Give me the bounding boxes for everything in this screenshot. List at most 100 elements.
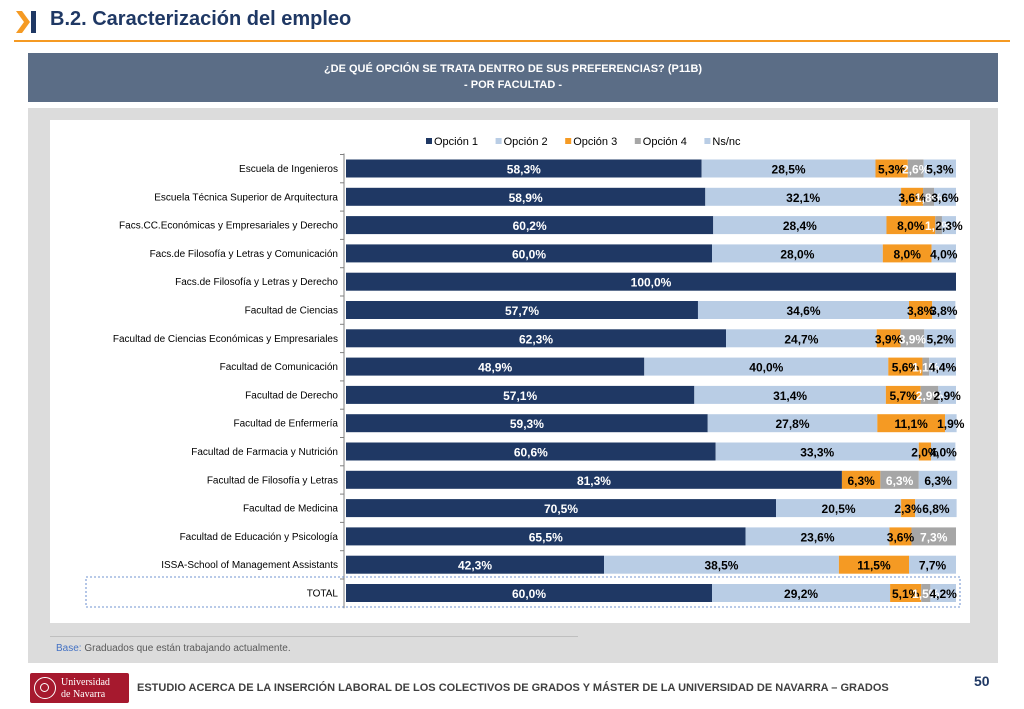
question-text: ¿DE QUÉ OPCIÓN SE TRATA DENTRO DE SUS PR… <box>323 63 703 75</box>
bar-segment <box>346 301 698 319</box>
category-label: Facultad de Filosofía y Letras <box>207 475 338 486</box>
category-label: Facultad de Comunicación <box>220 362 338 373</box>
bar-segment <box>697 301 910 319</box>
category-label: Facultad de Enfermería <box>234 419 339 430</box>
data-label: 1,5% <box>912 587 940 601</box>
data-label: 31,4% <box>773 389 807 403</box>
bar-segment <box>929 357 956 376</box>
bar-segment <box>875 159 908 178</box>
stacked-bar-chart: Opción 1 Opción 2 Opción 3 Opción 4 Ns/nc Esc… <box>85 136 965 609</box>
data-label: 3,8% <box>907 304 935 318</box>
category-label: Facultad de Ciencias Económicas y Empres… <box>113 334 338 345</box>
category-label: ISSA-School of Management Assistants <box>161 560 338 571</box>
data-label: 23,6% <box>801 530 835 544</box>
bar-segment <box>945 414 957 433</box>
legend-label: Opción 3 <box>573 136 617 148</box>
bar-segment <box>882 244 932 263</box>
data-label: 20,5% <box>822 502 856 516</box>
data-label: 2,9% <box>916 389 944 403</box>
data-label: 4,4% <box>929 361 957 375</box>
page-number: 50 <box>974 673 990 689</box>
data-label: 2,3% <box>894 502 922 516</box>
bar-segment <box>934 187 956 206</box>
bar-segment <box>931 244 956 263</box>
bar-segment <box>923 187 935 206</box>
data-label: 4,0% <box>930 446 958 460</box>
bar-segment <box>346 216 714 235</box>
data-label: 58,9% <box>509 191 543 205</box>
data-label: 29,2% <box>784 587 818 601</box>
data-label: 11,5% <box>857 559 891 573</box>
data-label: 60,6% <box>514 446 548 460</box>
data-label: 57,1% <box>503 389 537 403</box>
bar-segment <box>346 442 716 461</box>
data-label: 62,3% <box>519 332 553 346</box>
data-label: 7,3% <box>920 530 948 544</box>
data-label: 42,3% <box>458 559 492 573</box>
data-label: 1,9% <box>937 417 965 431</box>
bar-segment <box>901 187 924 206</box>
category-label: Facultad de Ciencias <box>245 306 338 317</box>
legend-swatch <box>565 138 572 144</box>
bar-segment <box>924 329 956 348</box>
data-label: 57,7% <box>505 304 539 318</box>
data-label: 48,9% <box>478 361 512 375</box>
data-label: 38,5% <box>704 559 738 573</box>
bar-segment <box>694 385 886 404</box>
bar-segment <box>712 244 883 263</box>
bar-segment <box>346 272 956 291</box>
legend-swatch <box>426 138 432 144</box>
category-label: Escuela de Ingenieros <box>239 164 338 175</box>
data-label: 59,3% <box>510 417 544 431</box>
bar-segment <box>888 357 923 376</box>
category-label: Facs.de Filosofía y Letras y Derecho <box>175 277 338 288</box>
legend-swatch <box>634 138 641 144</box>
data-label: 28,5% <box>772 163 806 177</box>
data-label: 58,3% <box>507 163 541 177</box>
legend-label: Opción 4 <box>643 136 687 148</box>
data-label: 6,8% <box>922 502 950 516</box>
data-label: 8,0% <box>897 219 925 233</box>
bar-segment <box>935 216 942 235</box>
data-label: 11,1% <box>894 417 928 431</box>
data-label: 4,0% <box>930 247 958 261</box>
data-label: 5,7% <box>890 389 918 403</box>
bar-segment <box>885 385 921 404</box>
category-label: Facultad de Medicina <box>243 504 338 515</box>
data-label: 60,0% <box>512 247 546 261</box>
data-label: 2,0% <box>911 446 939 460</box>
bar-segment <box>889 527 912 546</box>
bar-segment <box>890 584 922 602</box>
data-label: 5,1% <box>892 587 920 601</box>
bar-segment <box>644 357 889 376</box>
data-label: 3,6% <box>898 191 926 205</box>
question-banner: ¿DE QUÉ OPCIÓN SE TRATA DENTRO DE SUS PR… <box>28 53 998 102</box>
bar-segment <box>346 329 727 348</box>
bar-segment <box>346 187 706 206</box>
bar-segment <box>707 414 878 433</box>
category-label: TOTAL <box>307 589 339 600</box>
seal-icon <box>34 677 56 699</box>
legend-swatch <box>704 138 711 144</box>
bar-segment <box>715 442 919 461</box>
data-label: 60,0% <box>512 587 546 601</box>
legend-label: Opción 1 <box>434 136 478 148</box>
data-label: 3,8% <box>930 304 958 318</box>
bar-segment <box>886 216 936 235</box>
bar-segment <box>346 499 777 518</box>
logo-text-line1: Universidad <box>61 677 110 688</box>
category-label: Facultad de Farmacia y Nutrición <box>191 447 338 458</box>
title-underline <box>14 40 1010 42</box>
bar-segment <box>346 385 695 404</box>
data-label: 28,0% <box>780 247 814 261</box>
bar-segment <box>909 555 956 574</box>
bar-segment <box>921 584 931 602</box>
data-label: 33,3% <box>800 446 834 460</box>
legend-label: Opción 2 <box>504 136 548 148</box>
bar-segment <box>713 216 887 235</box>
footnote-label: Base: <box>56 643 82 654</box>
data-label: 40,0% <box>749 361 783 375</box>
data-label: 24,7% <box>784 332 818 346</box>
data-label: 3,6% <box>887 530 915 544</box>
data-label: 3,9% <box>875 332 903 346</box>
